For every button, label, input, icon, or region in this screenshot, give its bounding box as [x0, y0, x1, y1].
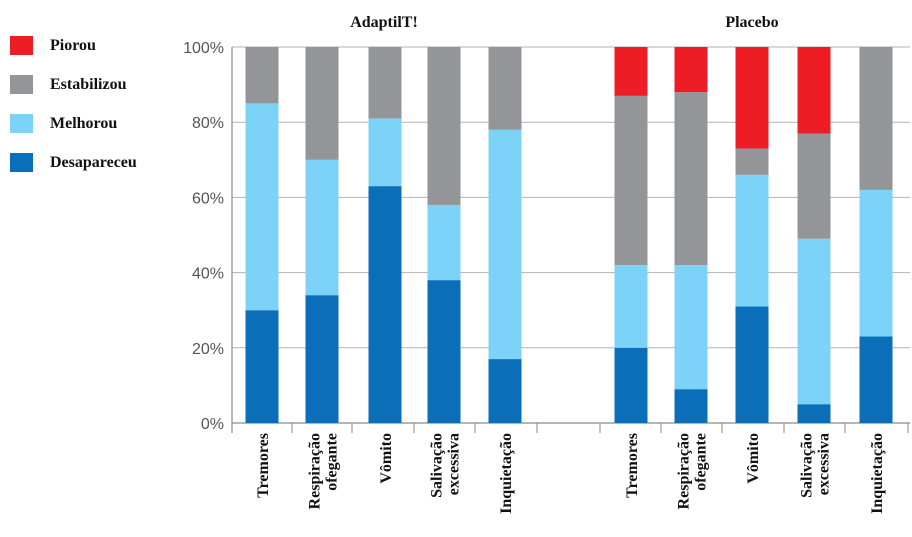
bar-segment-desapareceu	[488, 359, 522, 423]
bar-segment-estabilizou	[797, 133, 831, 239]
y-tick-label: 100%	[183, 40, 224, 57]
x-category-label: Tremores	[624, 433, 641, 498]
legend-label-estabilizou: Estabilizou	[50, 76, 127, 93]
y-tick-label: 80%	[192, 115, 224, 132]
bar-stack	[305, 47, 339, 423]
bar-segment-melhorou	[797, 238, 831, 405]
bar-segment-melhorou	[674, 265, 708, 390]
bar-stack	[674, 47, 708, 423]
bar-segment-desapareceu	[427, 280, 461, 423]
bar-segment-melhorou	[735, 174, 769, 307]
bar-segment-melhorou	[245, 103, 279, 311]
legend-item-desapareceu: Desapareceu	[10, 153, 190, 192]
x-category-label-line: Salivação	[429, 433, 446, 498]
x-category-label-line: Respiração	[307, 433, 324, 509]
x-category-label: Respiração ofegante	[307, 433, 341, 509]
bar-stack	[735, 47, 769, 423]
bar-segment-melhorou	[305, 159, 339, 296]
bar-segment-estabilizou	[674, 92, 708, 266]
x-category-label-line: ofegante	[693, 433, 710, 491]
bar-segment-desapareceu	[305, 295, 339, 423]
y-tick-label: 0%	[201, 416, 224, 433]
x-category-label-line: excessiva	[816, 433, 833, 495]
bar-segment-melhorou	[368, 118, 402, 187]
x-category-label: Inquietação	[869, 433, 886, 514]
legend-item-piorou: Piorou	[10, 36, 190, 75]
x-category-label-line: Inquietação	[869, 433, 886, 514]
bar-segment-estabilizou	[305, 47, 339, 160]
group-title: Placebo	[725, 14, 778, 31]
bar-stack	[859, 47, 893, 423]
bar-segment-estabilizou	[245, 47, 279, 104]
bar-segment-desapareceu	[859, 336, 893, 423]
x-category-label-line: Vômito	[745, 433, 762, 484]
x-category-label: Vômito	[745, 433, 762, 484]
x-category-label-line: Salivação	[799, 433, 816, 498]
legend-swatch-piorou	[10, 36, 33, 55]
legend-label-melhorou: Melhorou	[50, 115, 118, 132]
x-category-label: Vômito	[378, 433, 395, 484]
legend-swatch-estabilizou	[10, 75, 33, 94]
x-category-label-line: Vômito	[378, 433, 395, 484]
y-tick-label: 60%	[192, 190, 224, 207]
bar-segment-piorou	[797, 47, 831, 134]
group-title: AdaptilT!	[350, 14, 418, 31]
bar-segment-melhorou	[488, 129, 522, 360]
x-category-label-line: excessiva	[446, 433, 463, 495]
bar-segment-estabilizou	[488, 47, 522, 130]
bar-segment-estabilizou	[368, 47, 402, 119]
legend-label-piorou: Piorou	[50, 37, 96, 54]
bar-segment-piorou	[735, 47, 769, 149]
bar-segment-melhorou	[859, 189, 893, 337]
x-category-label: Inquietação	[498, 433, 515, 514]
bar-segment-desapareceu	[735, 306, 769, 423]
x-category-label: Salivação excessiva	[429, 433, 463, 498]
x-category-label: Salivação excessiva	[799, 433, 833, 498]
bar-stack	[245, 47, 279, 423]
x-category-label-line: Tremores	[255, 433, 272, 498]
legend-swatch-desapareceu	[10, 153, 33, 172]
y-tick-label: 40%	[192, 266, 224, 283]
bar-stack	[368, 47, 402, 423]
bar-stack	[427, 47, 461, 423]
bar-segment-estabilizou	[859, 47, 893, 190]
y-gridlines	[232, 46, 910, 424]
y-tick-label: 20%	[192, 341, 224, 358]
x-category-label-line: Tremores	[624, 433, 641, 498]
legend-label-desapareceu: Desapareceu	[50, 154, 137, 171]
bar-segment-piorou	[614, 47, 648, 96]
bar-segment-desapareceu	[245, 310, 279, 423]
bar-segment-melhorou	[614, 265, 648, 348]
x-category-label-line: Inquietação	[498, 433, 515, 514]
bar-stack	[614, 47, 648, 423]
bar-segment-desapareceu	[674, 389, 708, 423]
legend-item-estabilizou: Estabilizou	[10, 75, 190, 114]
bar-segment-melhorou	[427, 204, 461, 281]
bar-segment-desapareceu	[368, 186, 402, 423]
bar-stack	[797, 47, 831, 423]
bar-segment-piorou	[674, 47, 708, 93]
bar-stack	[488, 47, 522, 423]
bar-segment-estabilizou	[735, 148, 769, 175]
x-category-label-line: ofegante	[324, 433, 341, 491]
bar-segment-estabilizou	[427, 47, 461, 205]
legend: Piorou Estabilizou Melhorou Desapareceu	[10, 36, 190, 192]
bar-segment-desapareceu	[797, 404, 831, 423]
bar-segment-estabilizou	[614, 95, 648, 266]
x-category-label-line: Respiração	[676, 433, 693, 509]
legend-swatch-melhorou	[10, 114, 33, 133]
x-category-label: Tremores	[255, 433, 272, 498]
bar-segment-desapareceu	[614, 347, 648, 423]
legend-item-melhorou: Melhorou	[10, 114, 190, 153]
x-category-label: Respiração ofegante	[676, 433, 710, 509]
